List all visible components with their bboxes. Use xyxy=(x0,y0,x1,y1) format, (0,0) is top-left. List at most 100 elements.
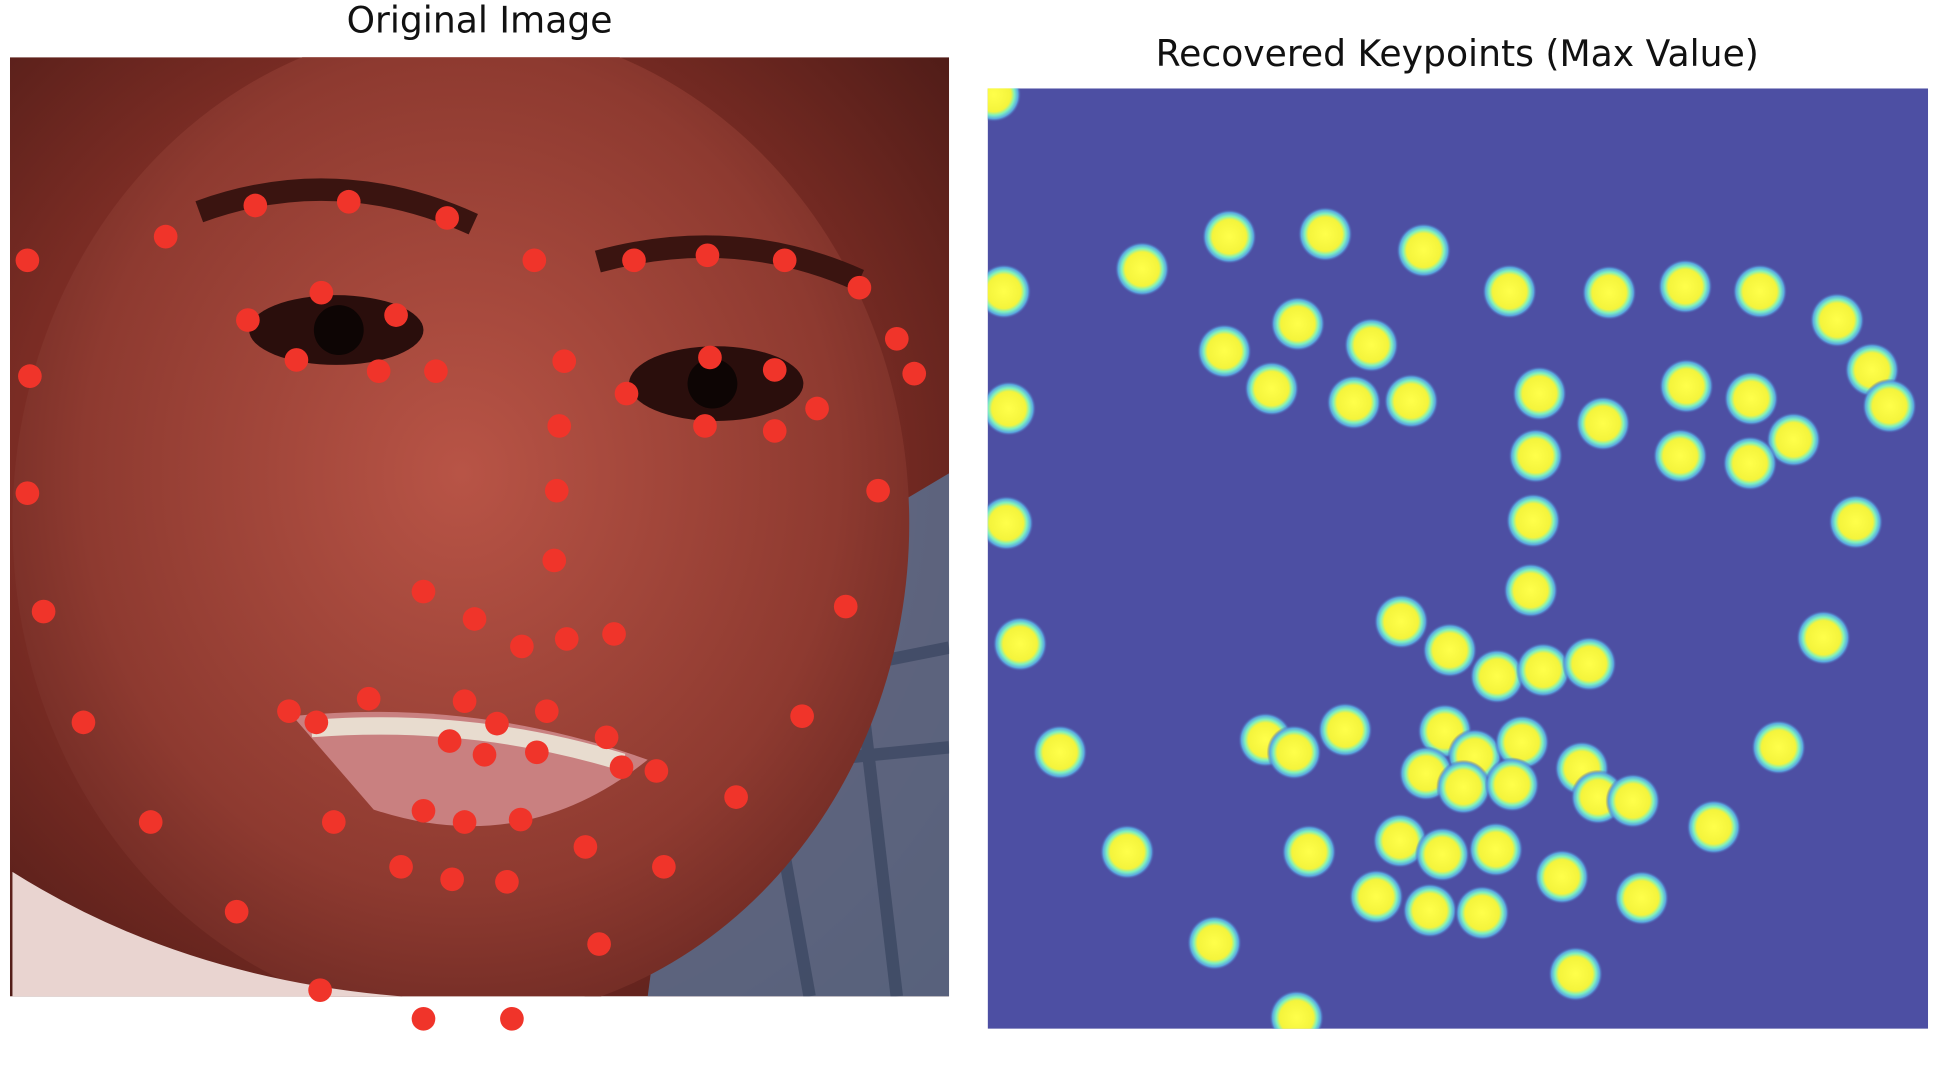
keypoint xyxy=(424,359,448,383)
keypoint xyxy=(698,345,722,370)
keypoint xyxy=(452,810,477,834)
keypoint-blob xyxy=(1548,946,1604,1002)
keypoint-blob xyxy=(1723,371,1779,426)
keypoint-blob xyxy=(1436,759,1491,815)
keypoint-blob xyxy=(1196,323,1252,379)
keypoint-blob xyxy=(1468,822,1524,877)
keypoint xyxy=(153,224,178,249)
keypoint-blob xyxy=(1508,428,1564,484)
photo xyxy=(9,57,950,997)
keypoint-blob xyxy=(1032,724,1088,780)
keypoint xyxy=(18,364,42,388)
keypoint xyxy=(552,349,577,374)
keypoint-blob xyxy=(1605,773,1661,829)
keypoint xyxy=(366,359,391,383)
heatmap xyxy=(987,88,1929,1029)
keypoint xyxy=(652,855,676,879)
keypoint xyxy=(411,798,436,823)
keypoint xyxy=(437,729,462,753)
keypoint xyxy=(411,1006,436,1031)
keypoint-blob xyxy=(1348,869,1404,925)
keypoint-blob xyxy=(1482,264,1537,319)
keypoint-blob xyxy=(987,381,1037,436)
keypoint xyxy=(304,710,329,735)
keypoint-blob xyxy=(1297,206,1353,262)
keypoint xyxy=(805,396,829,421)
keypoint xyxy=(508,807,533,832)
keypoint xyxy=(594,725,619,750)
keypoint xyxy=(500,1006,524,1031)
keypoint-blob xyxy=(1581,265,1637,321)
keypoint xyxy=(602,622,626,646)
keypoint-blob xyxy=(1766,412,1821,468)
keypoint-blob xyxy=(1244,361,1300,416)
keypoint-blob xyxy=(1614,870,1670,926)
keypoint xyxy=(452,689,477,714)
keypoint-blob xyxy=(987,88,1022,123)
keypoint-blob xyxy=(1484,757,1540,813)
keypoint-blob xyxy=(992,616,1048,672)
keypoint xyxy=(772,248,797,273)
keypoint xyxy=(644,759,669,783)
keypoint xyxy=(284,348,309,372)
keypoint-blob xyxy=(1281,824,1337,880)
keypoint xyxy=(547,414,572,438)
keypoint xyxy=(440,867,464,892)
keypoint-blob xyxy=(1454,885,1510,941)
keypoint xyxy=(356,686,381,711)
keypoint xyxy=(902,361,927,386)
keypoint xyxy=(411,579,436,604)
keypoint xyxy=(277,699,301,724)
keypoint xyxy=(573,835,598,859)
keypoint xyxy=(495,869,519,894)
keypoint xyxy=(724,785,748,809)
keypoint-blob xyxy=(1796,610,1851,666)
keypoint-blob xyxy=(1270,296,1326,352)
keypoint-blob xyxy=(1422,622,1478,678)
keypoint xyxy=(542,548,567,573)
keypoint xyxy=(15,248,40,273)
keypoint xyxy=(71,710,96,735)
keypoint-blob xyxy=(1828,494,1884,550)
keypoint xyxy=(243,193,268,218)
keypoint-blob xyxy=(1269,990,1324,1029)
keypoint xyxy=(884,326,909,351)
keypoint-blob xyxy=(1114,241,1170,297)
keypoint xyxy=(790,704,814,728)
keypoint-blob xyxy=(1505,493,1561,549)
keypoint xyxy=(435,206,459,230)
keypoint xyxy=(308,978,332,1002)
keypoint xyxy=(138,810,163,834)
keypoint xyxy=(510,634,534,659)
keypoint-blob xyxy=(1657,259,1713,314)
keypoint-blob xyxy=(1534,849,1590,905)
keypoint-blob xyxy=(1512,366,1567,421)
keypoint-blob xyxy=(1722,435,1778,491)
keypoint xyxy=(321,810,346,834)
keypoint-blob xyxy=(1414,826,1470,882)
keypoint-blob xyxy=(1561,636,1617,692)
keypoint-blob xyxy=(1494,714,1550,770)
keypoint-blob xyxy=(1372,813,1428,869)
keypoint xyxy=(472,742,497,767)
keypoint-blob xyxy=(1201,209,1257,265)
keypoint xyxy=(762,358,787,382)
keypoint-blob xyxy=(1751,719,1807,775)
keypoint xyxy=(762,419,787,443)
keypoint-blob xyxy=(1469,648,1525,704)
keypoint xyxy=(609,755,634,780)
keypoint-blob xyxy=(1186,915,1242,971)
keypoint-blob xyxy=(1652,428,1708,484)
panel-title: Recovered Keypoints (Max Value) xyxy=(1156,32,1759,75)
keypoint xyxy=(693,414,717,438)
keypoint-blob xyxy=(1686,799,1742,855)
keypoint xyxy=(544,478,569,503)
panel-title: Original Image xyxy=(347,0,613,41)
keypoint xyxy=(309,280,334,305)
keypoint xyxy=(15,481,40,506)
keypoint xyxy=(554,627,579,651)
keypoint xyxy=(384,303,408,327)
keypoint-blob xyxy=(1266,724,1322,780)
keypoint xyxy=(336,189,361,214)
